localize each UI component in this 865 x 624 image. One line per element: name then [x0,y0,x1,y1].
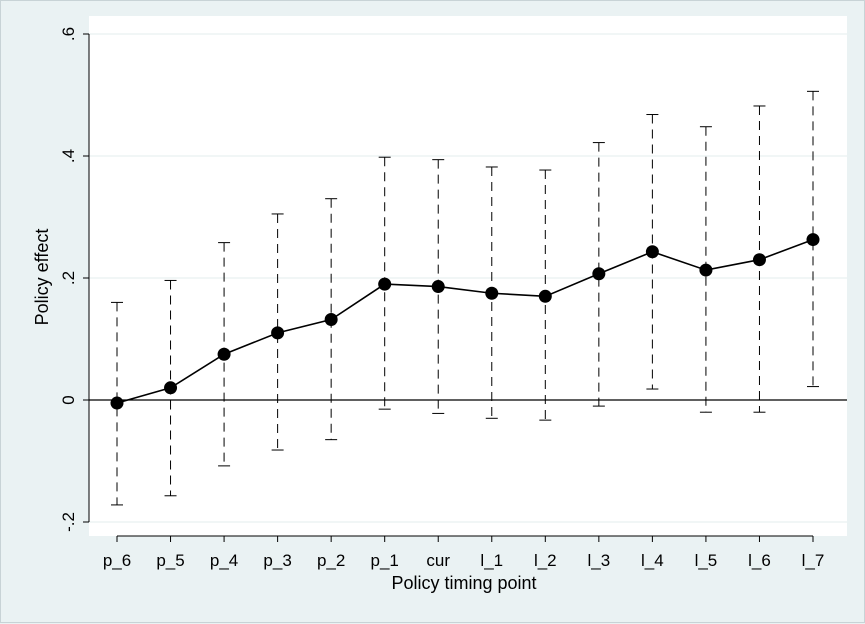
data-points [110,233,820,410]
data-point-l_2 [538,289,552,303]
x-tick-label: p_6 [103,551,131,570]
y-tick-label: -.2 [59,512,78,532]
data-point-l_1 [485,286,499,300]
x-tick-label: l_2 [534,551,557,570]
data-point-p_6 [110,396,124,410]
x-tick-label: p_1 [371,551,399,570]
data-point-l_3 [592,267,606,281]
plot-area [89,16,847,536]
x-tick-label: cur [426,551,450,570]
x-tick-label: l_6 [748,551,771,570]
y-tick-label: 0 [59,395,78,404]
y-tick-label: .2 [59,271,78,285]
data-point-l_7 [806,233,820,247]
y-tick-label: .6 [59,27,78,41]
data-point-cur [431,280,445,294]
x-tick-label: l_4 [641,551,664,570]
data-point-p_2 [324,312,338,326]
data-point-l_5 [699,263,713,277]
data-point-p_4 [217,347,231,361]
x-tick-label: l_1 [480,551,503,570]
y-tick-label: .4 [59,149,78,163]
x-tick-label: p_5 [156,551,184,570]
data-point-l_4 [645,245,659,259]
series-line [116,238,814,404]
x-tick-label: p_2 [317,551,345,570]
axes [83,33,847,542]
x-tick-label: l_3 [588,551,611,570]
x-axis-title: Policy timing point [391,573,536,593]
x-tick-label: p_4 [210,551,238,570]
x-tick-label: p_3 [263,551,291,570]
x-tick-label: l_5 [695,551,718,570]
y-axis-title: Policy effect [32,229,52,326]
gridlines [89,33,847,523]
data-point-p_5 [164,381,178,395]
data-point-p_3 [271,326,285,340]
tick-labels: -.2 0 .2 .4 .6 p_6 p_5 p_4 p_3 p_2 p_1 cur l_1 l_2 l_3… [59,27,824,570]
x-tick-label: l_7 [802,551,825,570]
series-line-layer [116,238,814,404]
data-point-p_1 [378,277,392,291]
data-point-l_6 [752,253,766,267]
